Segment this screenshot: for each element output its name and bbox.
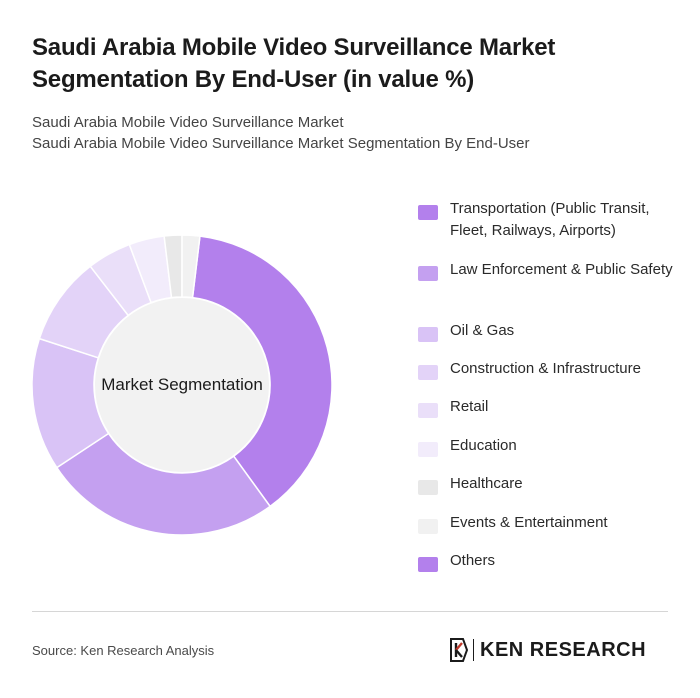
donut-slice-events-entertainment bbox=[181, 234, 201, 299]
chart-subtitle-line-1: Saudi Arabia Mobile Video Surveillance M… bbox=[32, 114, 344, 131]
legend-label: Events & Entertainment bbox=[450, 514, 608, 531]
legend-swatch bbox=[418, 327, 438, 342]
legend-swatch bbox=[418, 403, 438, 418]
ken-research-logo: KEN RESEARCH bbox=[448, 636, 670, 664]
ken-research-k-icon bbox=[450, 638, 469, 662]
legend-swatch bbox=[418, 557, 438, 572]
legend-swatch bbox=[418, 519, 438, 534]
legend-label: Others bbox=[450, 552, 496, 569]
donut-center-label: Market Segmentation bbox=[101, 375, 263, 394]
chart-subtitle-line-2: Saudi Arabia Mobile Video Surveillance M… bbox=[32, 135, 530, 152]
legend-label: Transportation (Public Transit, Fleet, R… bbox=[450, 200, 650, 239]
legend-swatch bbox=[418, 205, 438, 220]
legend-swatch bbox=[418, 365, 438, 380]
chart-title: Saudi Arabia Mobile Video Surveillance M… bbox=[32, 34, 556, 93]
legend-label: Oil & Gas bbox=[450, 322, 515, 339]
logo-text: KEN RESEARCH bbox=[480, 639, 647, 661]
logo-separator bbox=[473, 639, 474, 661]
source-note: Source: Ken Research Analysis bbox=[32, 643, 215, 658]
legend-label: Law Enforcement & Public Safety bbox=[450, 261, 673, 278]
donut-slice-transportation-public-transit-fleet-railways-airports bbox=[191, 235, 333, 508]
legend-swatch bbox=[418, 442, 438, 457]
legend-swatch bbox=[418, 480, 438, 495]
legend-label: Education bbox=[450, 437, 517, 454]
legend-swatch bbox=[418, 266, 438, 281]
donut-slice-law-enforcement-public-safety bbox=[55, 432, 272, 536]
donut-center bbox=[95, 298, 269, 472]
footer-divider bbox=[32, 611, 668, 612]
legend-label: Construction & Infrastructure bbox=[450, 360, 641, 377]
legend-label: Retail bbox=[450, 398, 489, 415]
donut-chart bbox=[31, 234, 333, 536]
legend-label: Healthcare bbox=[450, 475, 523, 492]
